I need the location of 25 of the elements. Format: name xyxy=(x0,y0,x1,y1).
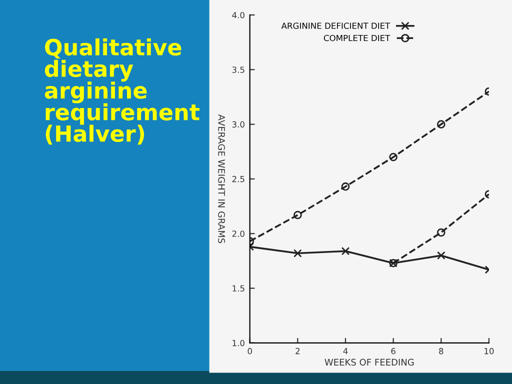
point xyxy=(294,210,302,220)
y-tick-label: 3.5 xyxy=(232,66,244,73)
x-tick-label: 4 xyxy=(343,348,348,354)
x-tick-label: 8 xyxy=(439,348,444,354)
text: Qualitative dietary arginine requirement (Halver) xyxy=(44,38,200,145)
x-axis-title: WEEKS OF FEEDING xyxy=(324,358,414,366)
x-tick-label: 6 xyxy=(391,348,396,354)
point xyxy=(341,246,350,256)
point xyxy=(436,120,446,128)
y-tick-label: 2.5 xyxy=(232,176,244,182)
point xyxy=(341,182,350,191)
x-tick-label: 0 xyxy=(248,348,252,354)
y-tick-label: 3.0 xyxy=(232,121,244,128)
x-tick-label: 10 xyxy=(484,348,494,354)
point xyxy=(436,251,446,260)
y-tick-label: 1.5 xyxy=(232,285,244,292)
legend-label: COMPLETE DIET xyxy=(324,34,390,42)
x-tick-label: 2 xyxy=(296,348,300,354)
y-tick-label: 2.0 xyxy=(232,230,244,237)
y-tick-label: 4.0 xyxy=(232,12,244,18)
y-axis-title: AVERAGE WEIGHT IN GRAMS xyxy=(218,114,225,244)
legend-label: ARGININE DEFICIENT DIET xyxy=(281,22,390,29)
point xyxy=(389,152,398,162)
point xyxy=(294,249,302,258)
y-tick-label: 1.0 xyxy=(232,340,244,346)
